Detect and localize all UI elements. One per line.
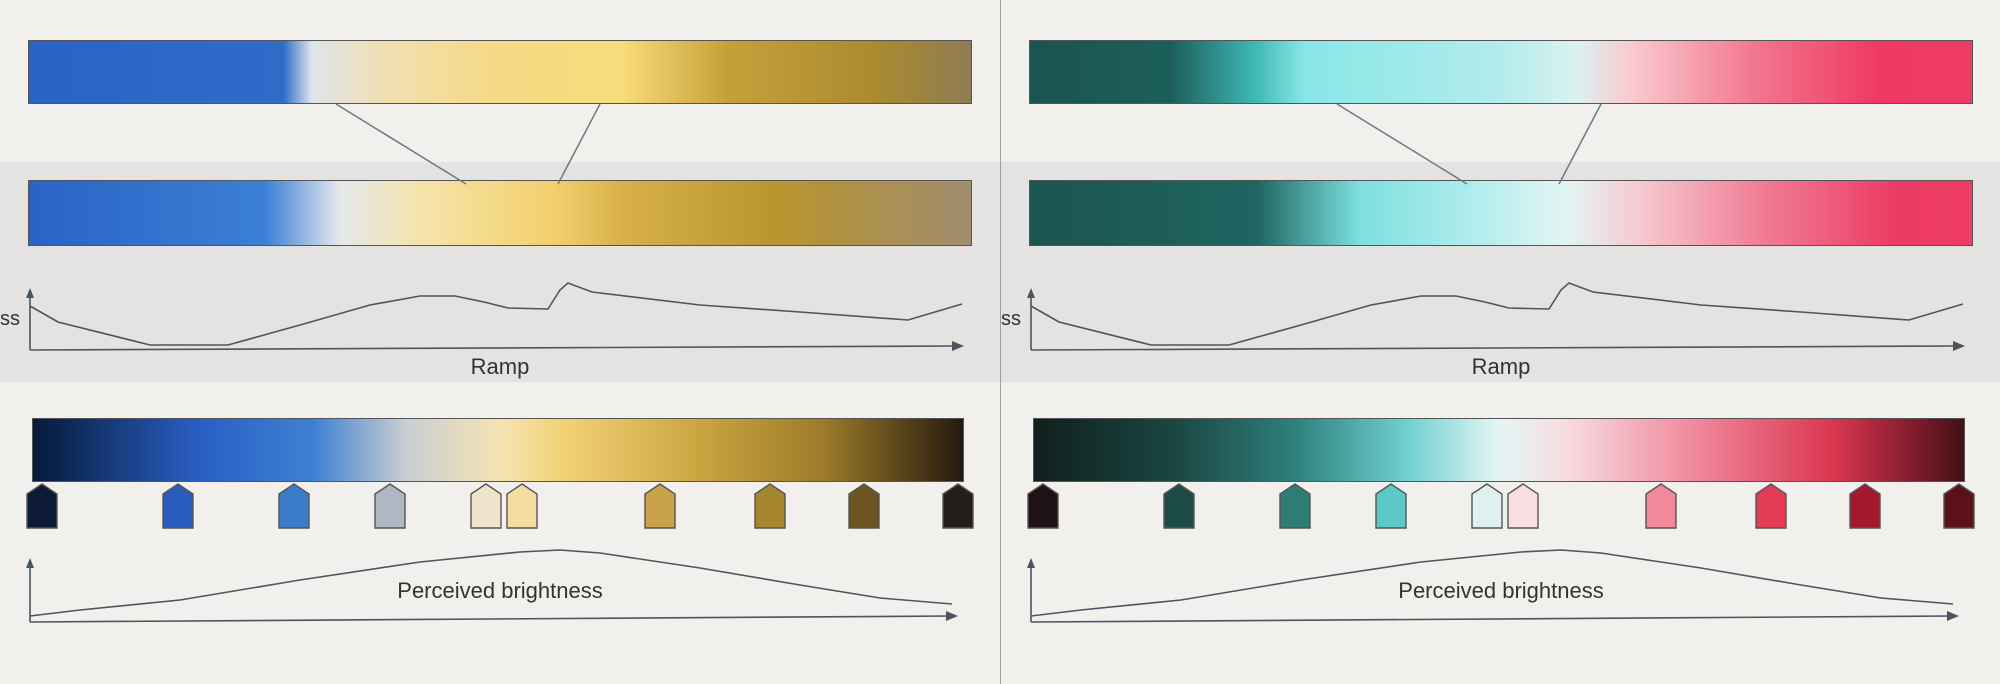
perceived-brightness-label: Perceived brightness bbox=[1398, 578, 1604, 603]
connector-line bbox=[1336, 103, 1468, 185]
x-axis-arrow bbox=[1953, 341, 1965, 351]
brightness-curve bbox=[1030, 282, 1964, 346]
warped-ramp bbox=[28, 180, 972, 246]
colormap-panel-right: ss Ramp Perceived brightness bbox=[1001, 0, 2000, 684]
palette-swatch bbox=[26, 483, 58, 529]
x-axis bbox=[29, 615, 951, 623]
panel-divider bbox=[1000, 0, 1001, 684]
perceived-brightness-label: Perceived brightness bbox=[397, 578, 603, 603]
colormap-panel-left: ss Ramp Perceived brightness bbox=[0, 40, 1000, 623]
palette-swatch bbox=[1943, 483, 1975, 529]
palette-ramp bbox=[32, 418, 964, 482]
palette-swatch bbox=[1279, 483, 1311, 529]
y-axis-arrow bbox=[1027, 288, 1035, 298]
palette-swatch bbox=[1507, 483, 1539, 529]
palette-swatch bbox=[1645, 483, 1677, 529]
palette-swatch bbox=[278, 483, 310, 529]
x-axis bbox=[1030, 345, 1958, 351]
x-axis bbox=[29, 345, 957, 351]
connector-line bbox=[557, 103, 601, 185]
y-axis-arrow bbox=[26, 558, 34, 568]
y-axis-arrow bbox=[26, 288, 34, 298]
palette-swatch bbox=[1027, 483, 1059, 529]
ramp-axis-label: Ramp bbox=[1471, 354, 1531, 379]
palette-swatch bbox=[1163, 483, 1195, 529]
palette-swatch bbox=[1849, 483, 1881, 529]
palette-swatch bbox=[1755, 483, 1787, 529]
x-axis-arrow bbox=[946, 611, 958, 621]
palette-swatch bbox=[374, 483, 406, 529]
brightness-curve bbox=[29, 282, 963, 346]
ramp-axis-label: Ramp bbox=[470, 354, 530, 379]
x-axis bbox=[1030, 615, 1952, 623]
palette-swatch bbox=[1471, 483, 1503, 529]
palette-swatch bbox=[470, 483, 502, 529]
diagram-overlay bbox=[1027, 103, 1975, 623]
x-axis-arrow bbox=[1947, 611, 1959, 621]
brightness-axis-label: ss bbox=[0, 308, 20, 330]
palette-swatch bbox=[754, 483, 786, 529]
perceived-brightness-curve bbox=[1030, 549, 1954, 617]
palette-swatch bbox=[848, 483, 880, 529]
palette-swatch bbox=[162, 483, 194, 529]
y-axis-arrow bbox=[1027, 558, 1035, 568]
palette-swatch bbox=[942, 483, 974, 529]
perceived-brightness-curve bbox=[29, 549, 953, 617]
connector-line bbox=[1558, 103, 1602, 185]
original-ramp bbox=[1029, 40, 1973, 104]
connector-line bbox=[335, 103, 467, 185]
palette-swatch bbox=[506, 483, 538, 529]
diagram-overlay bbox=[26, 103, 974, 623]
palette-swatch bbox=[1375, 483, 1407, 529]
palette-swatch bbox=[644, 483, 676, 529]
original-ramp bbox=[28, 40, 972, 104]
x-axis-arrow bbox=[952, 341, 964, 351]
brightness-axis-label: ss bbox=[1001, 308, 1021, 330]
warped-ramp bbox=[1029, 180, 1973, 246]
palette-ramp bbox=[1033, 418, 1965, 482]
